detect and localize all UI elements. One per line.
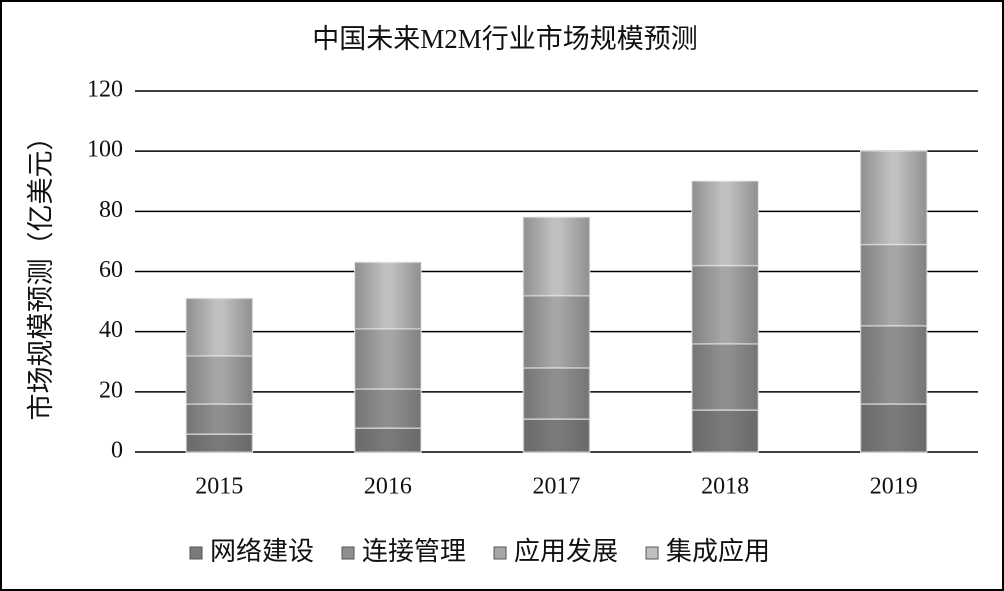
bar-shade bbox=[860, 151, 927, 245]
bar-shade bbox=[354, 427, 421, 452]
legend-label: 应用发展 bbox=[514, 537, 618, 566]
bar-shade bbox=[692, 181, 759, 266]
bar-shade bbox=[523, 217, 590, 296]
bar-shade bbox=[354, 388, 421, 428]
legend-label: 连接管理 bbox=[362, 537, 466, 566]
x-tick-label: 2017 bbox=[533, 474, 581, 500]
chart-title: 中国未来M2M行业市场规模预测 bbox=[312, 24, 698, 54]
bar-shade bbox=[692, 265, 759, 344]
bar-shade bbox=[186, 433, 253, 452]
bar-shade bbox=[354, 328, 421, 389]
y-tick-label: 80 bbox=[99, 197, 123, 223]
x-tick-label: 2015 bbox=[195, 474, 243, 500]
y-tick-label: 120 bbox=[87, 77, 123, 103]
x-tick-label: 2019 bbox=[870, 474, 918, 500]
y-tick-label: 60 bbox=[99, 257, 123, 283]
bar-shade bbox=[860, 403, 927, 452]
bar-shade bbox=[523, 295, 590, 368]
bar-shade bbox=[186, 403, 253, 434]
legend-swatch bbox=[645, 546, 659, 560]
legend-label: 网络建设 bbox=[210, 537, 314, 566]
bar-shade bbox=[692, 343, 759, 410]
bar-shade bbox=[186, 298, 253, 356]
bar-shade bbox=[523, 367, 590, 419]
y-tick-label: 100 bbox=[87, 137, 123, 163]
legend-swatch bbox=[341, 546, 355, 560]
legend-label: 集成应用 bbox=[666, 537, 770, 566]
bar-shade bbox=[186, 355, 253, 404]
bar-shade bbox=[523, 418, 590, 452]
legend-swatch bbox=[189, 546, 203, 560]
y-axis-label: 市场规模预测（亿美元） bbox=[26, 124, 56, 421]
bar-shade bbox=[354, 262, 421, 329]
x-tick-label: 2016 bbox=[364, 474, 412, 500]
y-tick-label: 20 bbox=[99, 377, 123, 403]
bar-shade bbox=[860, 244, 927, 326]
legend-swatch bbox=[493, 546, 507, 560]
y-tick-label: 40 bbox=[99, 317, 123, 343]
x-tick-label: 2018 bbox=[701, 474, 749, 500]
bar-shade bbox=[692, 409, 759, 452]
y-tick-label: 0 bbox=[111, 438, 123, 464]
bar-shade bbox=[860, 325, 927, 404]
